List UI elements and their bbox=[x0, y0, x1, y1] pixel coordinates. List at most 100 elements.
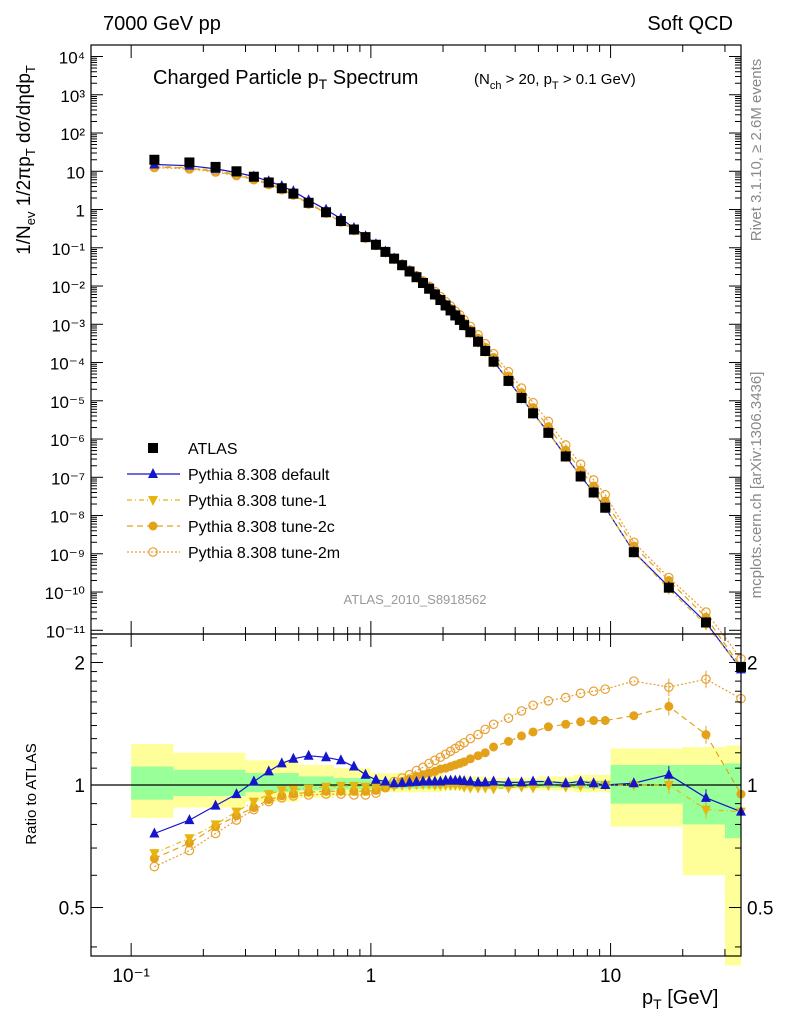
ratio-y-tick-label: 0.5 bbox=[59, 898, 85, 919]
ratio-point-pythia-8-308-tune-2c bbox=[489, 742, 499, 752]
ratio-point-pythia-8-308-default bbox=[321, 751, 332, 762]
data-point-atlas bbox=[528, 408, 539, 419]
ratio-point-pythia-8-308-default bbox=[560, 777, 571, 788]
ratio-point-pythia-8-308-tune-1 bbox=[700, 805, 711, 816]
y-tick-label: 10⁻⁴ bbox=[50, 355, 85, 374]
ratio-point-pythia-8-308-tune-2m bbox=[424, 758, 434, 769]
uncertainty-band-inner bbox=[131, 766, 174, 800]
ratio-point-pythia-8-308-tune-1 bbox=[360, 782, 371, 793]
ratio-point-pythia-8-308-default bbox=[404, 776, 415, 787]
ratio-point-pythia-8-308-tune-1 bbox=[321, 782, 332, 793]
ratio-y-tick-label: 1 bbox=[74, 776, 85, 797]
ratio-point-pythia-8-308-tune-1 bbox=[149, 849, 160, 860]
ratio-point-pythia-8-308-tune-2m bbox=[430, 755, 440, 766]
header-right: Soft QCD bbox=[647, 13, 733, 35]
legend: ATLAS Pythia 8.308 default Pythia 8.308 tu… bbox=[127, 441, 340, 562]
ratio-point-pythia-8-308-tune-2m bbox=[473, 729, 483, 740]
y-tick-label: 10⁻⁵ bbox=[50, 393, 85, 412]
side-label-mcplots: mcplots.cern.ch [arXiv:1306.3436] bbox=[748, 372, 765, 599]
ratio-point-pythia-8-308-default bbox=[628, 777, 639, 788]
ratio-point-pythia-8-308-default bbox=[480, 776, 491, 787]
ratio-point-pythia-8-308-default bbox=[516, 776, 527, 787]
ratio-point-pythia-8-308-tune-2c bbox=[473, 751, 483, 761]
ratio-point-pythia-8-308-tune-2c bbox=[516, 731, 526, 741]
y-tick-label: 10³ bbox=[60, 87, 85, 106]
x-tick-label: 10 bbox=[600, 966, 621, 987]
legend-label: Pythia 8.308 tune-1 bbox=[188, 493, 327, 510]
uncertainty-band-inner bbox=[724, 763, 741, 839]
ratio-frame bbox=[90, 633, 742, 957]
data-point-atlas bbox=[575, 471, 586, 482]
data-point-atlas bbox=[231, 166, 242, 177]
ratio-point-pythia-8-308-default bbox=[380, 775, 391, 786]
ratio-point-pythia-8-308-tune-2c bbox=[629, 711, 639, 721]
ratio-point-pythia-8-308-tune-1 bbox=[248, 797, 259, 808]
legend-marker bbox=[148, 496, 158, 506]
ratio-point-pythia-8-308-tune-2m bbox=[560, 692, 571, 703]
y-axis-label-ratio: Ratio to ATLAS bbox=[23, 743, 40, 844]
y-tick-label: 10⁻¹¹ bbox=[46, 622, 86, 641]
y-tick-label: 10⁻¹⁰ bbox=[45, 584, 86, 603]
ratio-point-pythia-8-308-tune-1 bbox=[303, 784, 314, 795]
side-label-rivet: Rivet 3.1.10, ≥ 2.6M events bbox=[748, 59, 765, 242]
ratio-point-pythia-8-308-default bbox=[184, 814, 195, 825]
legend-marker bbox=[148, 468, 158, 478]
ratio-point-pythia-8-308-tune-2m bbox=[664, 682, 674, 692]
ratio-point-pythia-8-308-tune-2m bbox=[588, 686, 599, 697]
y-tick-label: 10⁻⁷ bbox=[51, 469, 85, 488]
chart-subtitle: (Nch > 20, pT > 0.1 GeV) bbox=[474, 71, 636, 92]
ratio-point-pythia-8-308-tune-2c bbox=[465, 754, 475, 764]
data-point-atlas bbox=[663, 582, 674, 593]
data-point-atlas bbox=[700, 617, 711, 628]
ratio-point-pythia-8-308-default bbox=[263, 765, 274, 776]
header-left: 7000 GeV pp bbox=[103, 13, 221, 35]
ratio-point-pythia-8-308-default bbox=[335, 754, 346, 765]
data-point-atlas bbox=[263, 177, 274, 188]
legend-label: Pythia 8.308 tune-2c bbox=[188, 519, 335, 536]
ratio-point-pythia-8-308-default bbox=[411, 775, 422, 786]
y-tick-label: 10 bbox=[66, 163, 85, 182]
ratio-point-pythia-8-308-tune-1 bbox=[370, 782, 381, 793]
legend-marker bbox=[148, 443, 158, 453]
data-point-atlas bbox=[424, 283, 435, 294]
ratio-point-pythia-8-308-tune-1 bbox=[210, 820, 221, 831]
ratio-y-tick-label-right: 0.5 bbox=[747, 898, 773, 919]
data-point-atlas bbox=[397, 260, 408, 271]
ratio-point-pythia-8-308-default bbox=[149, 827, 160, 838]
ratio-y-tick-label-right: 1 bbox=[747, 776, 758, 797]
data-point-atlas bbox=[488, 356, 499, 367]
y-axis-label-main: 1/Nev 1/2πpT dσ/dηdpT bbox=[14, 65, 38, 255]
ratio-point-pythia-8-308-tune-2m bbox=[480, 724, 491, 735]
ratio-point-pythia-8-308-tune-2c bbox=[543, 722, 553, 732]
main-plot: 10⁻¹¹ 10⁻¹⁰ 10⁻⁹ 10⁻⁸ 10⁻⁷ 10⁻⁶ 10⁻⁵ 10⁻⁴ 10⁻³ 10… bbox=[45, 44, 746, 675]
data-point-atlas bbox=[288, 188, 299, 199]
data-point-atlas bbox=[184, 157, 195, 168]
ratio-point-pythia-8-308-tune-1 bbox=[184, 834, 195, 845]
ratio-point-pythia-8-308-default bbox=[348, 760, 359, 771]
ratio-point-pythia-8-308-tune-2c bbox=[664, 701, 674, 711]
x-tick-label: 10⁻¹ bbox=[112, 966, 150, 987]
ratio-point-pythia-8-308-tune-1 bbox=[528, 783, 539, 794]
y-tick-label: 1 bbox=[76, 202, 85, 221]
ratio-point-pythia-8-308-tune-2c bbox=[701, 730, 711, 740]
data-point-atlas bbox=[149, 154, 160, 165]
legend-marker bbox=[148, 547, 158, 557]
ratio-point-pythia-8-308-default bbox=[360, 768, 371, 779]
data-point-atlas bbox=[389, 253, 400, 264]
ratio-point-pythia-8-308-tune-2c bbox=[503, 736, 513, 746]
ratio-point-pythia-8-308-tune-1 bbox=[288, 785, 299, 796]
data-point-atlas bbox=[404, 266, 415, 277]
ratio-y-tick-label: 2 bbox=[74, 654, 85, 675]
data-point-atlas bbox=[516, 393, 527, 404]
uncertainty-band-inner bbox=[682, 764, 725, 825]
ratio-point-pythia-8-308-default bbox=[248, 775, 259, 786]
ratio-point-pythia-8-308-tune-1 bbox=[231, 807, 242, 818]
data-point-atlas bbox=[445, 305, 456, 316]
data-point-atlas bbox=[429, 289, 440, 300]
ratio-point-pythia-8-308-tune-2c bbox=[528, 727, 538, 737]
data-point-atlas bbox=[380, 246, 391, 257]
ratio-point-pythia-8-308-tune-2m bbox=[543, 696, 554, 706]
data-point-atlas bbox=[480, 346, 491, 357]
ratio-point-pythia-8-308-default bbox=[528, 775, 539, 786]
